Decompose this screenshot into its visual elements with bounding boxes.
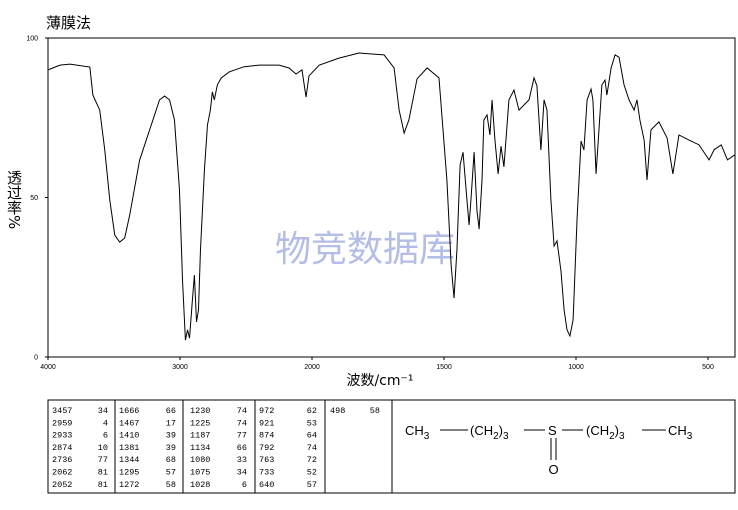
structure-group: CH3 (668, 423, 693, 442)
peak-transmittance: 6 (242, 480, 247, 490)
peak-wavenumber: 1467 (119, 418, 139, 428)
peak-transmittance: 58 (166, 480, 176, 490)
peak-transmittance: 39 (166, 431, 176, 441)
peak-transmittance: 74 (237, 406, 247, 416)
peak-transmittance: 62 (307, 406, 317, 416)
structure-bonds (440, 429, 666, 460)
spectrum-line (47, 52, 735, 341)
peak-wavenumber: 2874 (52, 443, 72, 453)
peak-wavenumber: 1410 (119, 431, 139, 441)
peak-transmittance: 57 (166, 468, 176, 478)
peak-transmittance: 58 (370, 406, 380, 416)
peak-transmittance: 77 (237, 431, 247, 441)
y-tick-label: 50 (30, 195, 38, 202)
peak-transmittance: 77 (98, 455, 108, 465)
peak-transmittance: 33 (237, 455, 247, 465)
peak-wavenumber: 972 (259, 406, 274, 416)
peak-wavenumber: 3457 (52, 406, 72, 416)
peak-wavenumber: 1187 (190, 431, 210, 441)
peak-transmittance: 72 (307, 455, 317, 465)
peak-wavenumber: 498 (330, 406, 345, 416)
structure-group: (CH2)3 (586, 423, 625, 442)
peak-wavenumber: 1230 (190, 406, 210, 416)
peak-wavenumber: 1666 (119, 406, 139, 416)
peak-transmittance: 66 (166, 406, 176, 416)
x-tick-label: 1500 (436, 364, 452, 371)
peak-wavenumber: 1295 (119, 468, 139, 478)
peak-wavenumber: 1134 (190, 443, 210, 453)
peak-transmittance: 4 (103, 418, 108, 428)
peak-transmittance: 52 (307, 468, 317, 478)
peak-transmittance: 81 (98, 480, 108, 490)
peak-transmittance: 10 (98, 443, 108, 453)
peak-wavenumber: 2933 (52, 431, 72, 441)
peak-wavenumber: 2062 (52, 468, 72, 478)
structure-group: S (548, 423, 557, 438)
peak-transmittance: 39 (166, 443, 176, 453)
peak-wavenumber: 874 (259, 431, 274, 441)
peak-wavenumber: 640 (259, 480, 274, 490)
x-tick-label: 1000 (568, 364, 584, 371)
peak-wavenumber: 2959 (52, 418, 72, 428)
peak-transmittance: 81 (98, 468, 108, 478)
peak-transmittance: 74 (237, 418, 247, 428)
peak-wavenumber: 1344 (119, 455, 139, 465)
peak-wavenumber: 1080 (190, 455, 210, 465)
peak-wavenumber: 792 (259, 443, 274, 453)
peak-wavenumber: 1225 (190, 418, 210, 428)
y-tick-label: 100 (26, 36, 38, 43)
x-tick-label: 2000 (304, 364, 320, 371)
chart-title: 薄膜法 (46, 14, 91, 32)
peak-transmittance: 17 (166, 418, 176, 428)
peak-wavenumber: 1075 (190, 468, 210, 478)
x-tick-label: 500 (702, 364, 714, 371)
peak-transmittance: 68 (166, 455, 176, 465)
y-tick-label: 0 (34, 355, 38, 362)
peak-transmittance: 6 (103, 431, 108, 441)
peak-transmittance: 34 (237, 468, 247, 478)
peak-transmittance: 34 (98, 406, 108, 416)
peak-transmittance: 57 (307, 480, 317, 490)
x-axis-label: 波数/cm⁻¹ (346, 373, 413, 389)
peak-wavenumber: 763 (259, 455, 274, 465)
peak-transmittance: 64 (307, 431, 317, 441)
peak-wavenumber: 1272 (119, 480, 139, 490)
y-axis-label: 透过率% (5, 170, 23, 229)
peak-transmittance: 53 (307, 418, 317, 428)
peak-wavenumber: 733 (259, 468, 274, 478)
structure-group: CH3 (405, 423, 430, 442)
watermark: 物竞数据库 (275, 229, 455, 270)
peak-transmittance: 66 (237, 443, 247, 453)
structure-oxygen: O (548, 462, 558, 477)
peak-wavenumber: 2052 (52, 480, 72, 490)
x-tick-label: 4000 (40, 364, 56, 371)
peak-transmittance: 74 (307, 443, 317, 453)
x-tick-label: 3000 (172, 364, 188, 371)
peak-wavenumber: 1028 (190, 480, 210, 490)
peak-wavenumber: 2736 (52, 455, 72, 465)
peak-wavenumber: 1381 (119, 443, 139, 453)
structure-group: (CH2)3 (470, 423, 509, 442)
peak-wavenumber: 921 (259, 418, 274, 428)
